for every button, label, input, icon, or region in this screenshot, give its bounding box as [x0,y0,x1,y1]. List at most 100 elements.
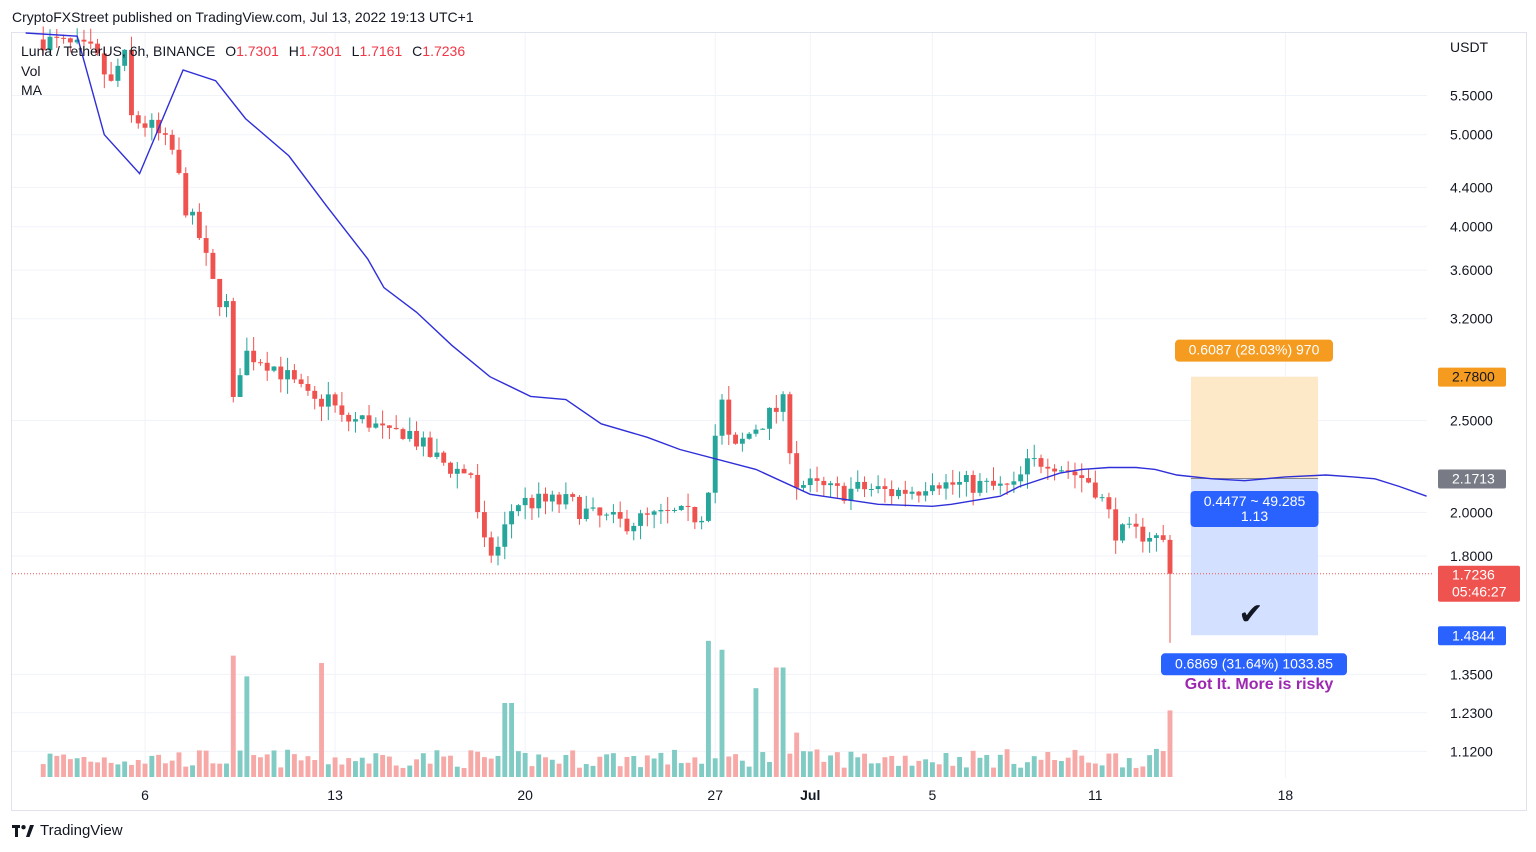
candle-body [81,39,87,42]
volume-bar [40,764,46,777]
volume-bar [889,755,895,777]
candle-body [1018,474,1024,482]
candle-body [543,493,548,502]
candle-body [210,252,216,279]
candle-body [1113,509,1119,541]
candle-body [291,370,297,380]
close-label: C [412,43,423,59]
volume-bar [101,757,107,777]
candle-body [278,366,284,380]
candle-body [902,489,908,494]
volume-bar [760,752,766,777]
candle-body [841,485,847,501]
volume-bar [678,763,684,777]
candle-body [617,512,623,519]
volume-bar [81,757,87,777]
candle-body [1099,497,1105,499]
checkmark-icon: ✔ [1238,598,1263,631]
axis-unit-label: USDT [1450,39,1489,55]
candle-body [570,494,576,497]
volume-bar [875,763,881,777]
volume-bar [610,753,616,777]
volume-bar [1079,755,1085,777]
volume-bar [291,754,297,777]
volume-bar [841,767,847,777]
volume-bar [332,757,338,777]
candle-body [685,505,691,507]
candle-body [929,485,935,492]
x-tick-label: 20 [517,787,533,803]
volume-bar [74,758,80,777]
volume-bar [481,757,487,777]
candle-body [319,398,324,407]
volume-bar [251,755,257,777]
volume-bar [746,766,752,777]
low-value: 1.7161 [359,43,403,59]
y-tick-label: 2.0000 [1450,504,1493,520]
candle-body [271,366,277,371]
volume-bar [264,754,270,777]
volume-bar [339,764,345,777]
volume-bar [644,755,650,777]
candle-body [862,481,867,490]
candle-body [896,489,901,497]
volume-bar [142,763,148,777]
candle-body [923,491,929,496]
candle-body [1120,524,1125,541]
candle-body [692,506,698,523]
candle-body [257,362,263,364]
volume-bar [325,764,331,777]
tradingview-branding[interactable]: TradingView [12,822,123,839]
y-tick-label: 2.5000 [1450,412,1493,428]
candle-body [746,433,752,439]
candle-body [828,483,834,486]
candle-body [801,485,806,488]
target-info-badge-text: 0.6087 (28.03%) 970 [1189,342,1320,358]
candle-body [1092,482,1098,498]
y-tick-label: 1.8000 [1450,548,1493,564]
volume-bar [196,750,202,777]
y-tick-label: 1.2300 [1450,705,1493,721]
high-label: H [288,43,299,59]
y-tick-label: 3.2000 [1450,311,1493,327]
candle-body [1025,458,1030,475]
risk-reward-badge-text: 0.4477 ~ 49.285 [1204,493,1306,509]
candle-body [950,482,956,485]
volume-bar [305,756,311,777]
volume-bar [244,676,250,777]
candle-body [461,468,467,474]
candle-body [678,505,684,510]
chart-frame [11,32,1527,811]
candle-body [807,478,813,486]
candle-body [502,524,508,547]
candle-body [1045,466,1051,469]
volume-bar [719,649,725,777]
candle-body [475,474,481,513]
volume-bar [257,757,263,777]
volume-bar [536,754,542,777]
high-value: 1.7301 [298,43,342,59]
candle-body [420,437,426,447]
volume-indicator-label[interactable]: Vol [21,62,41,79]
volume-bar [1072,749,1078,777]
volume-bar [1011,763,1017,777]
symbol-title[interactable]: Luna / TetherUS, 6h, BINANCE [21,43,216,59]
volume-bar [1126,758,1132,777]
candle-body [882,486,888,489]
volume-bar [997,754,1003,777]
volume-bar [441,756,447,777]
candle-body [787,394,793,454]
volume-bar [726,756,732,777]
ma-indicator-label[interactable]: MA [21,82,42,98]
volume-bar [543,757,548,777]
x-tick-label: 13 [327,787,343,803]
volume-bar [767,761,772,777]
candle-body [733,434,739,444]
candle-body [74,39,80,43]
candle-body [739,438,745,444]
candle-body [312,390,318,399]
volume-bar [665,764,671,777]
candle-body [936,485,942,489]
volume-bar [454,766,460,777]
